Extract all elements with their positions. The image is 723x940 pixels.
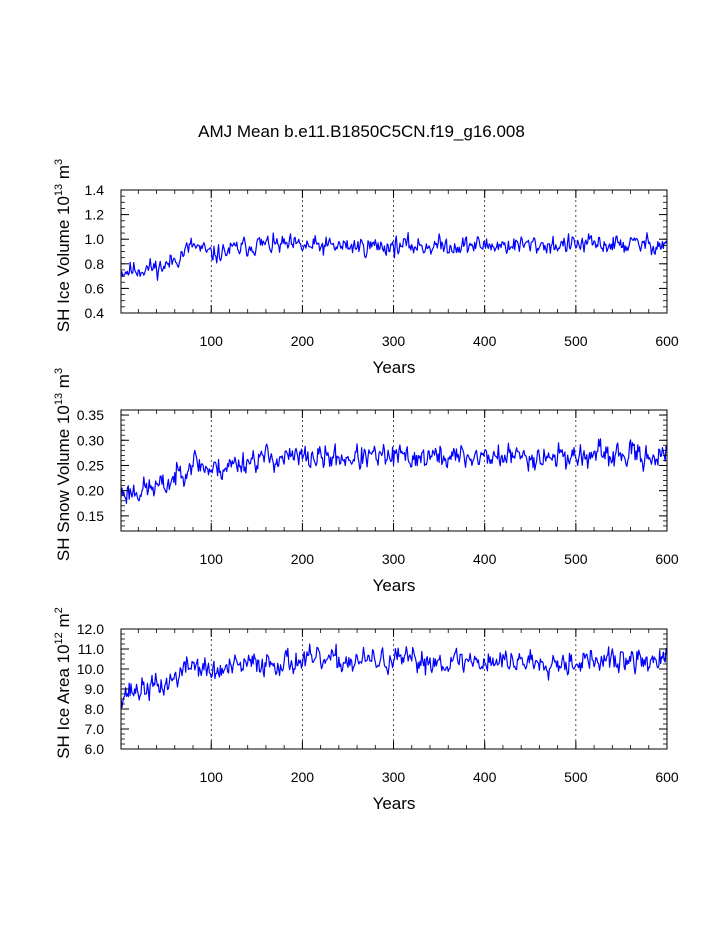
x-tick-label: 100: [200, 333, 224, 349]
plot-frame: [120, 628, 668, 750]
y-tick-label: 0.8: [85, 256, 105, 272]
y-tick-label: 0.6: [85, 280, 105, 296]
x-tick-label: 400: [473, 551, 497, 567]
y-tick-label: 9.0: [85, 681, 105, 697]
series-line-ice-area: [120, 643, 668, 709]
y-tick-label: 1.2: [85, 207, 105, 223]
x-tick-label: 600: [655, 551, 679, 567]
series-line-ice-volume: [120, 232, 668, 281]
x-axis-label: Years: [373, 358, 416, 377]
chart-panel-ice-area: 100 200 300 400 500 600 6.0 7.0 8.0 9.0 10.0 11.0 12…: [53, 607, 679, 813]
y-tick-label: 0.35: [77, 407, 104, 423]
y-axis-label: SH Ice Area 1012 m2: [53, 607, 73, 759]
y-tick-label: 0.4: [85, 305, 105, 321]
x-tick-label: 500: [564, 551, 588, 567]
y-tick-label: 1.0: [85, 231, 105, 247]
x-tick-label: 600: [655, 333, 679, 349]
x-tick-label: 200: [291, 551, 315, 567]
y-tick-label: 8.0: [85, 701, 105, 717]
x-axis-label: Years: [373, 794, 416, 813]
x-tick-label: 300: [382, 333, 406, 349]
x-tick-label: 100: [200, 551, 224, 567]
y-tick-label: 6.0: [85, 741, 105, 757]
series-line-snow-volume: [120, 438, 668, 504]
chart-title: AMJ Mean b.e11.B1850C5CN.f19_g16.008: [198, 122, 525, 141]
x-tick-label: 500: [564, 769, 588, 785]
y-axis-label: SH Ice Volume 1013 m3: [53, 159, 73, 332]
y-tick-label: 0.15: [77, 508, 104, 524]
y-tick-label: 7.0: [85, 721, 105, 737]
y-tick-label: 0.25: [77, 457, 104, 473]
x-tick-label: 500: [564, 333, 588, 349]
y-axis-label: SH Snow Volume 1013 m3: [53, 368, 73, 561]
x-axis-label: Years: [373, 576, 416, 595]
y-tick-label: 11.0: [78, 641, 104, 657]
chart-panel-ice-volume: 100 200 300 400 500 600 0.4 0.6 0.8 1.0 1.2 1.4 Year…: [53, 159, 679, 377]
x-tick-label: 200: [291, 769, 315, 785]
x-tick-label: 300: [382, 551, 406, 567]
plot-frame: [120, 409, 668, 532]
y-tick-label: 0.30: [77, 432, 104, 448]
y-tick-label: 10.0: [77, 661, 104, 677]
x-tick-label: 600: [655, 769, 679, 785]
y-tick-label: 12.0: [77, 621, 104, 637]
x-tick-label: 400: [473, 333, 497, 349]
x-tick-label: 200: [291, 333, 315, 349]
chart-panel-snow-volume: 100 200 300 400 500 600 0.15 0.20 0.25 0.30 0.35 Ye…: [53, 368, 679, 595]
x-tick-label: 100: [200, 769, 224, 785]
x-tick-label: 400: [473, 769, 497, 785]
y-tick-label: 0.20: [77, 483, 104, 499]
y-tick-label: 1.4: [85, 182, 105, 198]
x-tick-label: 300: [382, 769, 406, 785]
